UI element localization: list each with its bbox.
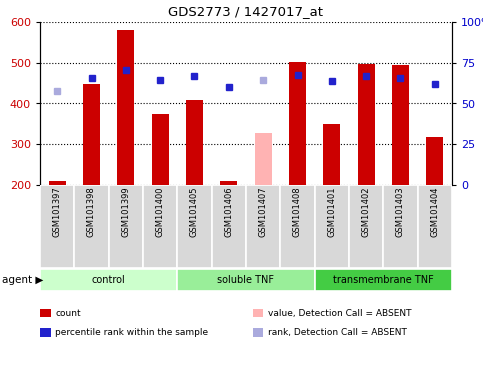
Bar: [220, 181, 238, 185]
Bar: [314, 269, 452, 291]
Text: GSM101400: GSM101400: [156, 187, 165, 237]
Bar: [40, 185, 74, 268]
Bar: [40, 269, 177, 291]
Text: GSM101403: GSM101403: [396, 187, 405, 237]
Text: transmembrane TNF: transmembrane TNF: [333, 275, 434, 285]
Bar: [255, 133, 272, 185]
Bar: [143, 185, 177, 268]
Text: GSM101406: GSM101406: [224, 187, 233, 237]
Text: GSM101397: GSM101397: [53, 187, 62, 237]
Bar: [349, 185, 384, 268]
Text: control: control: [92, 275, 126, 285]
Bar: [246, 185, 280, 268]
Bar: [392, 65, 409, 185]
Text: rank, Detection Call = ABSENT: rank, Detection Call = ABSENT: [268, 328, 407, 337]
Text: GSM101404: GSM101404: [430, 187, 440, 237]
Bar: [426, 137, 443, 185]
Bar: [152, 114, 169, 185]
Text: GSM101401: GSM101401: [327, 187, 336, 237]
Bar: [357, 64, 375, 185]
Text: GSM101402: GSM101402: [362, 187, 370, 237]
Bar: [289, 62, 306, 185]
Bar: [117, 30, 134, 185]
Bar: [109, 185, 143, 268]
Text: GSM101405: GSM101405: [190, 187, 199, 237]
Bar: [280, 185, 314, 268]
Text: GSM101407: GSM101407: [259, 187, 268, 237]
Text: count: count: [56, 309, 81, 318]
Bar: [186, 100, 203, 185]
Bar: [177, 185, 212, 268]
Text: agent ▶: agent ▶: [2, 275, 44, 285]
Bar: [418, 185, 452, 268]
Bar: [323, 124, 341, 185]
Text: GSM101398: GSM101398: [87, 187, 96, 237]
Text: GSM101408: GSM101408: [293, 187, 302, 237]
Bar: [384, 185, 418, 268]
Text: GSM101399: GSM101399: [121, 187, 130, 237]
Bar: [314, 185, 349, 268]
Text: percentile rank within the sample: percentile rank within the sample: [56, 328, 209, 337]
Bar: [177, 269, 314, 291]
Title: GDS2773 / 1427017_at: GDS2773 / 1427017_at: [169, 5, 324, 18]
Bar: [212, 185, 246, 268]
Text: value, Detection Call = ABSENT: value, Detection Call = ABSENT: [268, 309, 412, 318]
Text: soluble TNF: soluble TNF: [217, 275, 274, 285]
Bar: [83, 84, 100, 185]
Bar: [74, 185, 109, 268]
Bar: [49, 181, 66, 185]
